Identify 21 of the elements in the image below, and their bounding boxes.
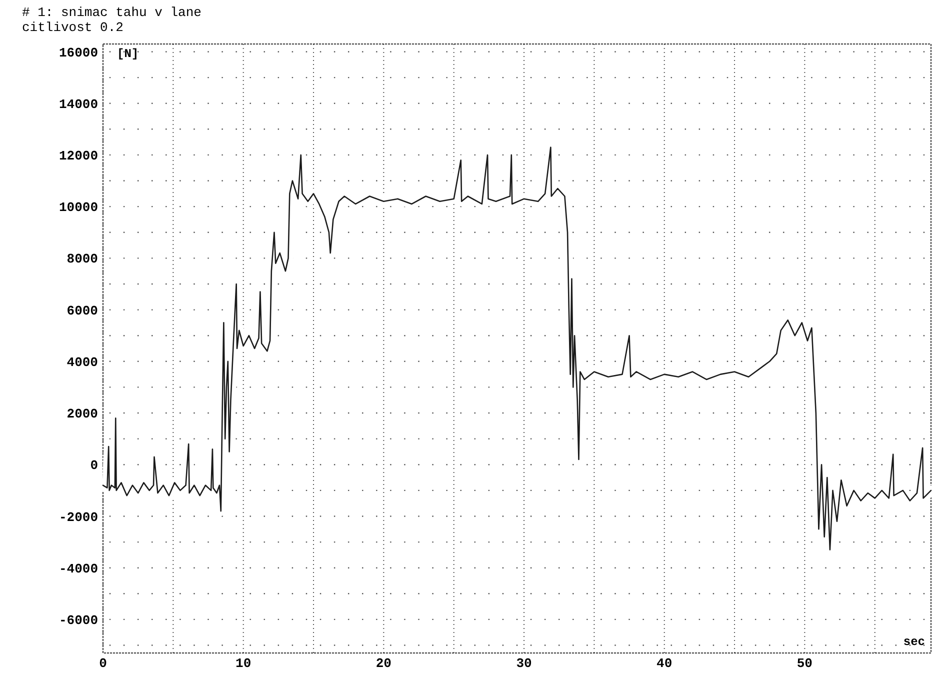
x-tick-label: 50 [796, 656, 813, 671]
chart-title: # 1: snimac tahu v lane [22, 5, 202, 20]
y-tick-label: 12000 [58, 148, 98, 164]
x-tick-label: 20 [376, 656, 392, 671]
x-tick-label: 40 [656, 656, 672, 671]
y-tick-label: -4000 [58, 561, 98, 576]
y-tick-label: 16000 [58, 45, 98, 60]
x-tick-label: 30 [516, 656, 532, 671]
x-tick-label: 10 [236, 656, 252, 671]
chart-subtitle: citlivost 0.2 [22, 20, 124, 35]
y-tick-label: 6000 [66, 303, 98, 318]
x-axis-title: sec [903, 635, 925, 649]
y-tick-label: 8000 [66, 252, 98, 267]
y-axis-title: [N] [117, 47, 139, 61]
y-tick-label: 14000 [58, 96, 98, 112]
y-tick-label: 0 [90, 458, 98, 474]
y-tick-label: 2000 [66, 406, 98, 422]
y-tick-label: -6000 [58, 613, 98, 628]
y-tick-label: -2000 [58, 510, 98, 525]
y-tick-label: 4000 [66, 354, 98, 370]
y-tick-label: 10000 [58, 200, 98, 216]
